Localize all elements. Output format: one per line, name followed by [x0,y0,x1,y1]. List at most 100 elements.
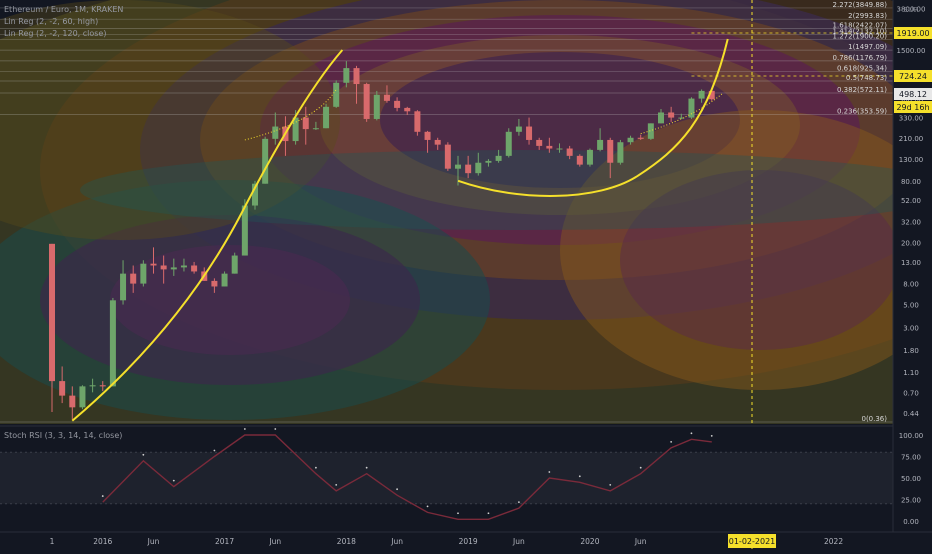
candle [617,139,624,165]
stoch-point [315,466,317,469]
candle [394,97,401,112]
fib-label: 0.5(748.73) [846,74,887,82]
fib-label: 0.618(925.34) [837,65,887,73]
candle [383,85,390,103]
last-price-badge: 498.12 [894,88,932,100]
price-tick: 0.44 [903,410,919,418]
price-tick: 130.00 [899,156,924,164]
time-tick: 2017 [215,537,234,546]
candle [475,152,482,176]
marker-high: 1919.00 [894,27,932,39]
price-tick: 80.00 [901,178,921,186]
fib-labels: 2.272(3849.88)2(2993.83)1.618(2422.07)1.… [833,1,888,423]
candle [455,155,461,186]
candle [586,148,593,167]
price-tick: 8.00 [903,281,919,289]
price-tick: 0.70 [903,389,919,397]
currency-label: EUR [904,6,919,14]
indicator-linreg-high[interactable]: Lin Reg (2, -2, 60, high) [4,17,98,26]
candle [343,61,350,88]
price-axis-bg [893,0,932,550]
price-tick: 5.00 [903,302,919,310]
price-tick: 1500.00 [897,47,926,55]
candle [140,260,147,287]
time-tick: Jun [634,537,647,546]
candle [59,366,66,404]
candle [404,106,411,115]
stoch-point [243,428,246,430]
indicator-linreg-close[interactable]: Lin Reg (2, -2, 120, close) [4,29,106,38]
candle [668,106,675,122]
stoch-axis[interactable]: 100.00 75.00 50.00 25.00 0.00 [899,432,924,526]
stoch-tick: 0.00 [903,518,919,526]
stoch-tick: 50.00 [901,475,921,483]
price-tick: 13.00 [901,259,921,267]
candle [698,89,705,103]
candle [536,137,543,150]
candle [180,258,187,272]
candle [647,123,654,140]
time-tick: Jun [390,537,403,546]
candle [485,159,492,167]
stoch-point [396,488,398,491]
cursor-date-label: 01-02-2021 [729,537,776,546]
candle [526,117,533,145]
candle [231,252,238,274]
price-tick: 3800.00 [897,6,926,14]
stoch-rsi-label[interactable]: Stoch RSI (3, 3, 14, 14, close) [4,431,122,440]
fib-label: 1.272(1900.20) [833,32,888,40]
time-tick: 2022 [824,537,843,546]
marker-high-label: 1919.00 [896,29,929,38]
stoch-point [101,495,104,497]
candle [414,110,421,136]
candle [678,113,685,119]
stoch-point [426,505,429,508]
candle [546,137,553,153]
price-tick: 500.00 [899,96,924,104]
time-tick: Jun [512,537,525,546]
stoch-point [335,484,338,486]
cup-curve [457,38,729,197]
candle [576,154,583,167]
price-tick: 52.00 [901,197,921,205]
candle [373,90,380,121]
cursor-date-badge: 01-02-2021 [728,534,776,548]
stoch-point [487,512,490,515]
candle [505,128,512,158]
dotted-curve [640,93,723,135]
candle [79,385,86,410]
stoch-point [690,432,693,435]
time-axis[interactable]: 12016Jun2017Jun2018Jun2019Jun2020JunJun2… [50,537,844,546]
fib-label: 1(1497.09) [848,43,887,51]
fib-label: 1.618(2422.07) [833,22,888,30]
candle [444,142,451,171]
stoch-point [639,466,642,469]
candle [211,278,218,293]
candle [89,378,96,393]
candle [353,65,360,104]
stoch-point [578,475,581,478]
candle [160,255,167,284]
symbol-title[interactable]: Ethereum / Euro, 1M, KRAKEN [4,5,123,14]
candle [69,386,76,420]
price-tick: 3.00 [903,324,919,332]
countdown-badge: 29d 16h [894,101,932,113]
stoch-point [213,449,216,452]
stoch-tick: 75.00 [901,454,921,462]
candle [191,261,198,274]
candle [302,106,309,145]
stoch-tick: 25.00 [901,497,921,505]
price-tick: 20.00 [901,240,921,248]
marker-mid: 724.24 [894,70,932,82]
candle [424,130,431,153]
candle [120,260,127,305]
time-tick: 2018 [337,537,356,546]
fib-levels [0,7,893,423]
stoch-point [172,479,175,482]
candle [109,297,116,387]
stoch-rsi-line [102,434,712,520]
candle [170,258,177,276]
stoch-point [609,484,612,486]
